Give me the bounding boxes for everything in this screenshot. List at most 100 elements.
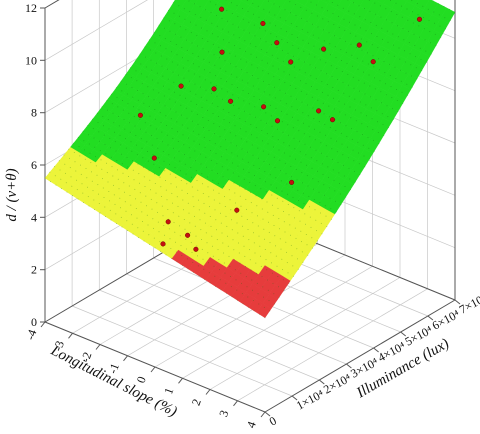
mesh-dot <box>303 51 304 52</box>
mesh-dot <box>426 62 427 63</box>
mesh-dot <box>203 48 204 49</box>
mesh-dot <box>216 163 217 164</box>
data-point <box>417 17 422 22</box>
mesh-dot <box>339 27 340 28</box>
mesh-dot <box>263 9 264 10</box>
mesh-dot <box>244 111 245 112</box>
mesh-dot <box>212 180 213 181</box>
mesh-dot <box>93 200 94 201</box>
mesh-dot <box>305 72 306 73</box>
mesh-dot <box>190 167 191 168</box>
mesh-dot <box>186 249 187 250</box>
mesh-dot <box>101 159 102 160</box>
mesh-dot <box>294 138 295 139</box>
mesh-dot <box>339 101 340 102</box>
mesh-dot <box>250 259 251 260</box>
mesh-dot <box>393 119 394 120</box>
mesh-dot <box>415 56 416 57</box>
mesh-dot <box>307 21 308 22</box>
mesh-dot <box>246 131 247 132</box>
mesh-dot <box>358 69 359 70</box>
mesh-dot <box>112 166 113 167</box>
mesh-dot <box>354 13 355 14</box>
mesh-dot <box>189 222 190 223</box>
x-tick-mark <box>234 401 238 406</box>
mesh-dot <box>154 99 155 100</box>
mesh-dot <box>148 161 149 162</box>
mesh-dot <box>281 28 282 29</box>
mesh-dot <box>207 41 208 42</box>
mesh-dot <box>270 105 271 106</box>
mesh-dot <box>130 67 131 68</box>
mesh-dot <box>242 293 243 294</box>
mesh-dot <box>326 145 327 146</box>
mesh-dot <box>121 81 122 82</box>
mesh-dot <box>257 148 258 149</box>
mesh-dot <box>222 233 223 234</box>
mesh-dot <box>186 40 187 41</box>
mesh-dot <box>347 74 348 75</box>
mesh-dot <box>421 70 422 71</box>
mesh-dot <box>247 286 248 287</box>
mesh-dot <box>116 160 117 161</box>
mesh-dot <box>90 162 91 163</box>
mesh-dot <box>93 190 94 191</box>
mesh-dot <box>292 34 293 35</box>
mesh-dot <box>234 45 235 46</box>
mesh-dot <box>330 208 331 209</box>
mesh-dot <box>406 84 407 85</box>
mesh-dot <box>60 179 61 180</box>
mesh-dot <box>280 90 281 91</box>
mesh-dot <box>239 186 240 187</box>
mesh-dot <box>259 17 260 18</box>
mesh-dot <box>348 157 349 158</box>
mesh-dot <box>379 69 380 70</box>
mesh-dot <box>273 215 274 216</box>
mesh-dot <box>205 223 206 224</box>
mesh-dot <box>270 242 271 243</box>
mesh-dot <box>219 193 220 194</box>
mesh-dot <box>290 12 291 13</box>
mesh-dot <box>298 269 299 270</box>
mesh-dot <box>253 86 254 87</box>
mesh-dot <box>237 16 238 17</box>
mesh-dot <box>204 69 205 70</box>
mesh-dot <box>115 213 116 214</box>
mesh-dot <box>86 177 87 178</box>
mesh-dot <box>214 266 215 267</box>
mesh-dot <box>306 83 307 84</box>
mesh-dot <box>156 129 157 130</box>
x-tick-mark <box>69 333 73 338</box>
mesh-dot <box>149 244 150 245</box>
mesh-dot <box>243 90 244 91</box>
mesh-dot <box>175 34 176 35</box>
mesh-dot <box>105 216 106 217</box>
mesh-dot <box>421 59 422 60</box>
mesh-dot <box>370 96 371 97</box>
mesh-dot <box>373 140 374 141</box>
mesh-dot <box>271 262 272 263</box>
mesh-dot <box>267 133 268 134</box>
mesh-dot <box>366 30 367 31</box>
mesh-dot <box>176 252 177 253</box>
mesh-dot <box>82 183 83 184</box>
mesh-dot <box>182 265 183 266</box>
mesh-dot <box>288 53 289 54</box>
mesh-dot <box>329 43 330 44</box>
mesh-dot <box>278 69 279 70</box>
mesh-dot <box>45 178 46 179</box>
mesh-dot <box>276 36 277 37</box>
mesh-dot <box>183 209 184 210</box>
mesh-dot <box>380 91 381 92</box>
mesh-dot <box>172 138 173 139</box>
mesh-dot <box>322 18 323 19</box>
mesh-dot <box>283 142 284 143</box>
mesh-dot <box>68 149 69 150</box>
mesh-dot <box>114 194 115 195</box>
mesh-dot <box>369 159 370 160</box>
mesh-dot <box>216 229 217 230</box>
z-tick-label: 10 <box>25 53 37 67</box>
mesh-dot <box>237 5 238 6</box>
mesh-dot <box>359 163 360 164</box>
